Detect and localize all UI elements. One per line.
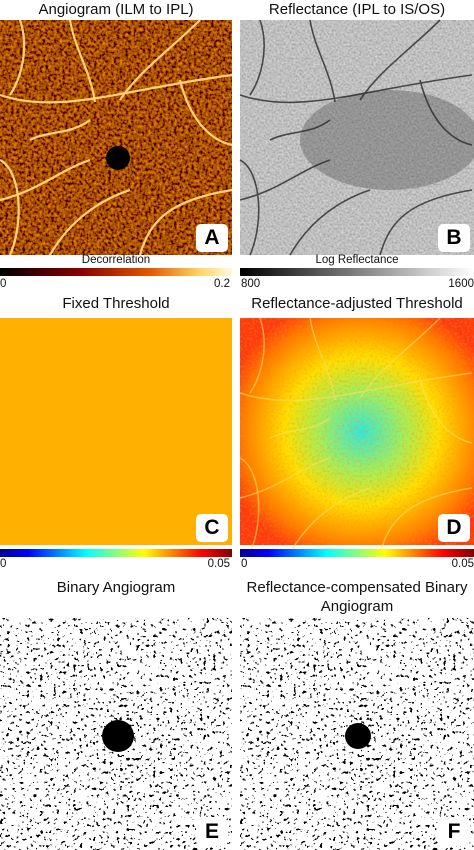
- colorbar-tick: 0: [0, 278, 7, 290]
- panel-letter: B: [438, 224, 470, 252]
- panel-letter: F: [438, 818, 470, 846]
- panel-letter: A: [196, 224, 228, 252]
- panel-title: Reflectance-adjusted Threshold: [251, 295, 463, 312]
- angiogram-image: [0, 18, 234, 257]
- panel-title: Reflectance-compensated Binary Angiogram: [246, 579, 468, 615]
- panel-title: Reflectance (IPL to IS/OS): [268, 1, 446, 18]
- panel-letter: D: [438, 514, 470, 542]
- colorbar-tick: 0.05: [207, 558, 230, 570]
- adjusted-threshold-image: [239, 317, 474, 554]
- colorbar: [0, 268, 232, 276]
- colorbar-tick: 0: [0, 558, 7, 570]
- colorbar-tick: 800: [241, 278, 261, 290]
- colorbar-tick: 0: [241, 558, 248, 570]
- colorbar-tick: 0.05: [451, 558, 474, 570]
- panel-title: Fixed Threshold: [62, 295, 170, 312]
- compensated-angiogram-image: [238, 616, 474, 850]
- colorbar-label: Decorrelation: [81, 254, 151, 266]
- panel-title: Angiogram (ILM to IPL): [38, 1, 194, 18]
- colorbar: [240, 549, 474, 557]
- colorbar: [0, 549, 232, 557]
- colorbar-tick: 1600: [448, 278, 474, 290]
- fixed-threshold-image: [0, 318, 232, 545]
- panel-title: Binary Angiogram: [56, 579, 176, 596]
- panel-letter: C: [196, 514, 228, 542]
- binary-angiogram-image: [0, 616, 234, 850]
- colorbar-label: Log Reflectance: [315, 254, 399, 266]
- reflectance-image: [239, 19, 474, 256]
- panel-letter: E: [196, 818, 228, 846]
- colorbar-tick: 0.2: [214, 278, 230, 290]
- colorbar: [240, 268, 474, 276]
